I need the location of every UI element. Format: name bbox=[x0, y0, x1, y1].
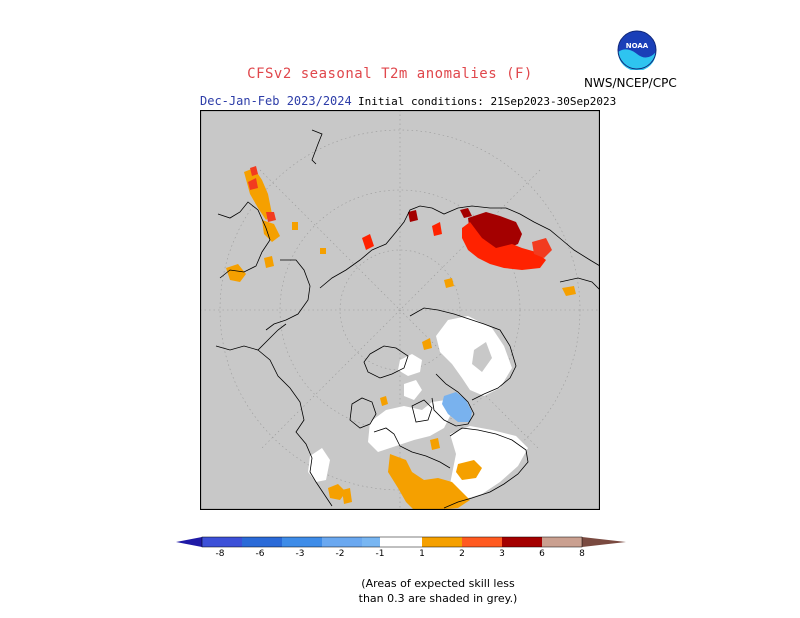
skill-note: (Areas of expected skill less than 0.3 a… bbox=[338, 576, 538, 606]
colorbar-tick: -2 bbox=[336, 549, 345, 559]
labrador-white bbox=[404, 380, 422, 400]
us-warm-anomaly bbox=[388, 454, 470, 510]
arctic-island-red-2 bbox=[432, 222, 442, 236]
alaska-orange-small bbox=[320, 248, 326, 254]
noaa-logo: NOAA bbox=[617, 30, 657, 70]
colorbar-tick: 2 bbox=[459, 549, 465, 559]
canada-white bbox=[368, 400, 452, 452]
canada-orange-small bbox=[430, 438, 440, 450]
east-asia-warm-south bbox=[262, 220, 280, 242]
west-us-orange bbox=[328, 484, 346, 500]
us-warm-anomaly-2 bbox=[456, 460, 482, 480]
siberia-warm-patch bbox=[532, 238, 552, 258]
baja-orange bbox=[342, 488, 352, 504]
cold-anomaly-area bbox=[442, 392, 472, 422]
colorbar-cold-arrow bbox=[176, 537, 202, 547]
arctic-orange bbox=[444, 278, 454, 288]
colorbar-tick: 8 bbox=[579, 549, 585, 559]
far-east-red bbox=[266, 212, 276, 222]
colorbar-tick: -6 bbox=[256, 549, 265, 559]
scandinavia-orange bbox=[562, 286, 576, 296]
colorbar-warm-arrow bbox=[582, 537, 626, 547]
colorbar-bin bbox=[542, 537, 582, 547]
siberia-small-red bbox=[460, 208, 472, 218]
agency-label: NWS/NCEP/CPC bbox=[584, 76, 677, 90]
page-title: CFSv2 seasonal T2m anomalies (F) bbox=[247, 66, 533, 82]
colorbar-tick: -3 bbox=[296, 549, 305, 559]
arctic-island-red bbox=[408, 210, 418, 222]
greenland-edge-warm bbox=[422, 338, 432, 350]
arctic-archipelago-orange bbox=[380, 396, 388, 406]
colorbar-bin bbox=[362, 537, 380, 547]
colorbar-neutral bbox=[380, 537, 422, 547]
coastlines bbox=[215, 129, 600, 509]
colorbar-bin bbox=[322, 537, 362, 547]
east-canada-white bbox=[448, 426, 528, 500]
polar-map bbox=[200, 110, 600, 510]
season-label: Dec-Jan-Feb 2023/2024 bbox=[200, 94, 352, 108]
colorbar-bin bbox=[502, 537, 542, 547]
west-coast-white bbox=[308, 448, 330, 482]
initial-conditions-label: Initial conditions: 21Sep2023-30Sep2023 bbox=[358, 95, 617, 108]
skill-note-line1: (Areas of expected skill less bbox=[361, 577, 515, 590]
east-asia-small bbox=[264, 256, 274, 268]
map-frame bbox=[200, 110, 600, 510]
colorbar-bin bbox=[462, 537, 502, 547]
arctic-archipelago-white bbox=[398, 354, 422, 376]
central-asia-warm bbox=[226, 264, 246, 282]
colorbar-tick: 3 bbox=[499, 549, 505, 559]
colorbar-tick: 6 bbox=[539, 549, 545, 559]
skill-note-line2: than 0.3 are shaded in grey.) bbox=[358, 592, 518, 605]
alaska-red bbox=[362, 234, 374, 250]
colorbar-bin bbox=[282, 537, 322, 547]
colorbar-tick: 1 bbox=[419, 549, 425, 559]
logo-text: NOAA bbox=[626, 42, 649, 50]
colorbar-bin bbox=[422, 537, 462, 547]
colorbar-bin bbox=[202, 537, 242, 547]
colorbar-bin bbox=[242, 537, 282, 547]
colorbar: -8 -6 -3 -2 -1 1 2 3 6 8 bbox=[176, 536, 626, 559]
east-asia-warm-tip bbox=[248, 178, 258, 190]
east-asia-red-top bbox=[250, 166, 258, 176]
siberia-red-surround bbox=[462, 222, 546, 270]
greenland-grey-patch bbox=[472, 342, 492, 372]
colorbar-tick: -1 bbox=[376, 549, 385, 559]
colorbar-tick: -8 bbox=[216, 549, 225, 559]
kamchatka-warm bbox=[292, 222, 298, 230]
